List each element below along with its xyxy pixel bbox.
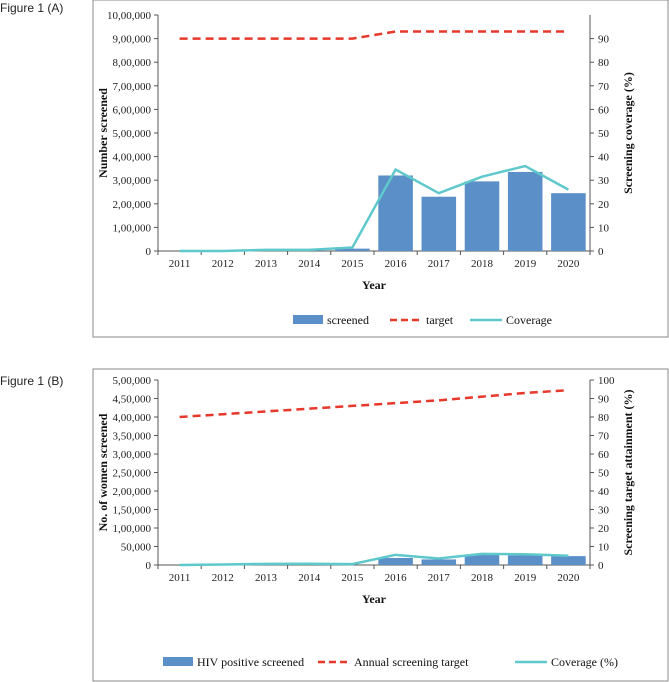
- chart-frame: [92, 0, 669, 338]
- y-tick-label: 1,00,000: [113, 523, 152, 535]
- y-tick-label: 0: [146, 560, 152, 572]
- bar: [464, 555, 500, 565]
- y-tick-label: 4,00,000: [113, 412, 152, 424]
- bar: [378, 175, 413, 251]
- y2-axis-title: Screening coverage (%): [621, 72, 635, 194]
- chart-panel-b: 0 50,000 1,00,000 1,50,000 2,00,000 2,50,000 3…: [92, 368, 669, 682]
- bar: [551, 193, 586, 251]
- y2-tick-label: 10: [598, 222, 610, 234]
- y2-tick-label: 90: [598, 34, 610, 46]
- y2-tick-label: 60: [598, 449, 610, 461]
- figure-1b-label: Figure 1 (B): [0, 374, 63, 388]
- y-tick-label: 50,000: [121, 542, 152, 554]
- bar: [507, 171, 543, 251]
- bar: [464, 181, 500, 251]
- y-tick-label: 2,00,000: [113, 199, 152, 211]
- x-tick-label: 2013: [255, 258, 278, 270]
- y-tick-label: 7,00,000: [113, 81, 152, 93]
- x-tick-label: 2019: [514, 258, 537, 270]
- y2-tick-label: 30: [598, 505, 610, 517]
- legend-label: target: [426, 313, 454, 327]
- y2-tick-label: 30: [598, 175, 610, 187]
- y2-tick-label: 40: [598, 152, 610, 164]
- x-tick-label: 2020: [557, 572, 580, 584]
- legend-label: Annual screening target: [354, 655, 469, 669]
- y2-tick-label: 0: [598, 246, 604, 258]
- y2-tick-label: 40: [598, 486, 610, 498]
- bar: [421, 559, 457, 565]
- y-axis-title: No. of women screened: [96, 413, 110, 531]
- y2-tick-label: 50: [598, 468, 610, 480]
- x-tick-label: 2012: [212, 572, 234, 584]
- y-tick-label: 9,00,000: [113, 34, 152, 46]
- legend-swatch-bar: [163, 657, 193, 666]
- x-axis-title: Year: [362, 278, 387, 292]
- y2-tick-label: 10: [598, 542, 610, 554]
- y-tick-label: 0: [146, 246, 152, 258]
- y-tick-label: 3,00,000: [113, 449, 152, 461]
- legend-label: Coverage (%): [551, 655, 618, 669]
- bar: [507, 555, 543, 565]
- y-tick-label: 3,00,000: [113, 175, 152, 187]
- legend-swatch-bar: [293, 315, 323, 324]
- x-tick-label: 2018: [471, 572, 494, 584]
- y-tick-label: 5,00,000: [113, 128, 152, 140]
- y2-tick-label: 50: [598, 128, 610, 140]
- x-tick-label: 2015: [341, 572, 364, 584]
- x-tick-label: 2011: [169, 258, 191, 270]
- y2-tick-label: 20: [598, 199, 610, 211]
- x-tick-label: 2018: [471, 258, 494, 270]
- x-tick-label: 2016: [385, 572, 408, 584]
- bar: [378, 557, 413, 565]
- y-tick-label: 3,50,000: [113, 431, 152, 443]
- x-tick-label: 2017: [428, 258, 451, 270]
- y2-tick-label: 80: [598, 57, 610, 69]
- x-tick-label: 2014: [298, 258, 321, 270]
- x-tick-label: 2020: [557, 258, 580, 270]
- y-tick-label: 4,00,000: [113, 152, 152, 164]
- x-tick-label: 2011: [169, 572, 191, 584]
- x-tick-label: 2016: [385, 258, 408, 270]
- y2-tick-label: 70: [598, 431, 610, 443]
- y2-tick-label: 90: [598, 394, 610, 406]
- x-tick-label: 2013: [255, 572, 278, 584]
- x-tick-label: 2012: [212, 258, 234, 270]
- y-tick-label: 5,00,000: [113, 375, 152, 387]
- y-tick-label: 4,50,000: [113, 394, 152, 406]
- legend-label: screened: [327, 313, 369, 327]
- x-tick-label: 2014: [298, 572, 321, 584]
- y-tick-label: 6,00,000: [113, 104, 152, 116]
- y-tick-label: 10,00,000: [107, 10, 152, 22]
- y-tick-label: 1,50,000: [113, 505, 152, 517]
- x-tick-label: 2017: [428, 572, 451, 584]
- coverage-line: [179, 164, 569, 253]
- coverage-line: [179, 552, 569, 567]
- x-tick-label: 2019: [514, 572, 537, 584]
- bar: [335, 248, 370, 251]
- y-tick-label: 8,00,000: [113, 57, 152, 69]
- figure-1a-label: Figure 1 (A): [0, 1, 63, 15]
- x-axis-title: Year: [362, 592, 387, 606]
- y-tick-label: 2,50,000: [113, 468, 152, 480]
- y2-axis-title: Screening target attainment (%): [621, 389, 635, 555]
- chart-panel-a: 0 1,00,000 2,00,000 3,00,000 4,00,000 5,00,00…: [92, 0, 669, 338]
- y-tick-label: 1,00,000: [113, 222, 152, 234]
- y2-tick-label: 60: [598, 104, 610, 116]
- y-axis-title: Number screened: [96, 88, 110, 178]
- legend-label: Coverage: [506, 313, 552, 327]
- chart-frame: [92, 368, 669, 682]
- y2-tick-label: 70: [598, 81, 610, 93]
- x-tick-label: 2015: [341, 258, 364, 270]
- y-tick-label: 2,00,000: [113, 486, 152, 498]
- y2-tick-label: 20: [598, 523, 610, 535]
- bar: [551, 556, 586, 565]
- y2-tick-label: 100: [598, 375, 615, 387]
- y2-tick-label: 80: [598, 412, 610, 424]
- bar: [421, 196, 457, 251]
- y2-tick-label: 0: [598, 560, 604, 572]
- legend-label: HIV positive screened: [197, 655, 304, 669]
